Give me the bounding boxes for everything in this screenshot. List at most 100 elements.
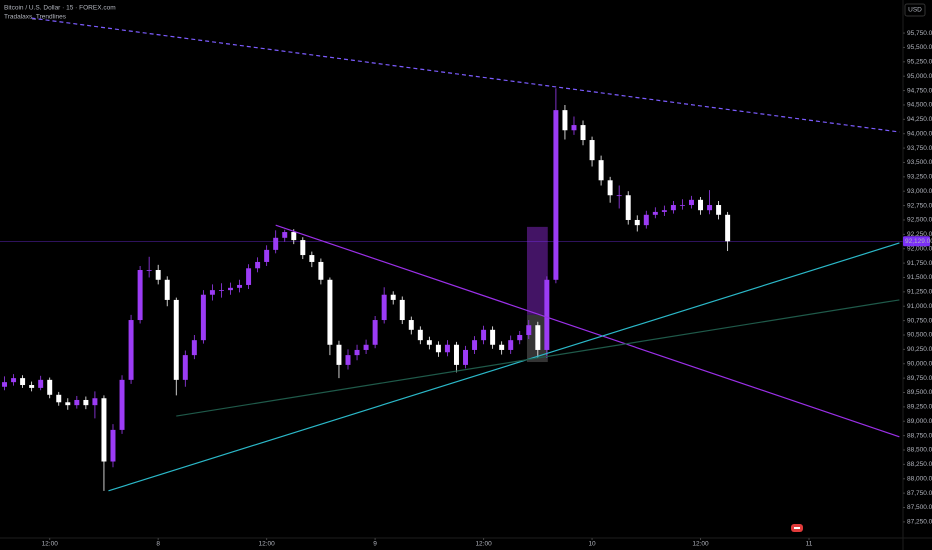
candle-body	[562, 110, 568, 131]
candle-body	[29, 385, 35, 388]
candle-body	[191, 340, 197, 356]
candle-body	[38, 379, 44, 388]
candle-body	[453, 344, 459, 365]
candle-body	[119, 379, 125, 430]
y-tick-label: 94,000.00	[907, 130, 932, 137]
candle-body	[725, 214, 731, 242]
y-tick-label: 91,250.00	[907, 289, 932, 296]
bottom-icon	[791, 524, 803, 532]
candle-body	[318, 261, 324, 280]
y-tick-label: 95,250.00	[907, 59, 932, 66]
candle-body	[472, 340, 478, 350]
candle-body	[643, 214, 649, 226]
candle-body	[363, 344, 369, 350]
y-tick-label: 88,250.00	[907, 461, 932, 468]
y-tick-label: 95,750.00	[907, 30, 932, 37]
candle-body	[164, 279, 170, 300]
candle-body	[553, 110, 559, 280]
trendline	[31, 17, 900, 133]
candle-body	[101, 398, 107, 462]
candle-body	[463, 349, 468, 365]
y-tick-label: 92,750.00	[907, 202, 932, 209]
y-tick-label: 87,250.00	[907, 519, 932, 526]
candle-body	[327, 279, 333, 345]
candle-body	[336, 344, 342, 365]
candle-body	[634, 219, 640, 226]
candle-body	[435, 344, 441, 353]
candle-body	[255, 261, 261, 269]
x-tick-label: 12:00	[42, 541, 59, 548]
candle-body	[264, 249, 270, 262]
x-tick-label: 12:00	[259, 541, 276, 548]
candle-body	[209, 290, 215, 295]
candle-body	[517, 334, 523, 341]
candle-body	[47, 379, 53, 395]
y-tick-label: 92,000.00	[907, 245, 932, 252]
y-tick-label: 89,750.00	[907, 375, 932, 382]
candle-body	[499, 344, 505, 350]
y-tick-label: 94,250.00	[907, 116, 932, 123]
y-tick-label: 91,500.00	[907, 274, 932, 281]
candle-body	[173, 299, 179, 380]
candle-body	[2, 382, 8, 387]
candle-body	[390, 294, 396, 300]
y-tick-label: 90,500.00	[907, 332, 932, 339]
y-tick-label: 90,750.00	[907, 317, 932, 324]
y-tick-label: 94,500.00	[907, 102, 932, 109]
candle-body	[74, 399, 80, 406]
candle-body	[309, 255, 315, 262]
candle-body	[679, 205, 685, 206]
y-tick-label: 89,000.00	[907, 418, 932, 425]
candle-body	[716, 205, 722, 215]
indicator-label: Tradalaxs_Trendlines	[4, 14, 67, 21]
trendline	[275, 224, 900, 438]
candle-body	[598, 160, 604, 181]
y-tick-label: 87,500.00	[907, 504, 932, 511]
candle-body	[300, 240, 306, 256]
candle-body	[137, 270, 143, 321]
candle-body	[571, 125, 577, 131]
candle-body	[182, 355, 188, 380]
trendline	[176, 299, 900, 417]
candle-body	[282, 232, 288, 238]
candle-body	[544, 279, 550, 350]
candle-body	[246, 268, 252, 285]
candle-body	[20, 378, 26, 386]
chart-title: Bitcoin / U.S. Dollar · 15 · FOREX.com	[4, 5, 116, 12]
candle-body	[535, 325, 541, 350]
candle-body	[707, 205, 713, 211]
candle-body	[146, 270, 152, 271]
y-tick-label: 90,250.00	[907, 346, 932, 353]
last-price-tag	[903, 236, 930, 247]
y-tick-label: 87,750.00	[907, 490, 932, 497]
candle-body	[689, 199, 694, 206]
candle-body	[155, 270, 161, 280]
candle-body	[426, 340, 432, 345]
candle-body	[399, 299, 405, 321]
y-tick-label: 95,500.00	[907, 44, 932, 51]
candle-body	[273, 237, 279, 250]
candle-body	[481, 329, 487, 341]
candle-body	[417, 329, 423, 341]
candle-body	[589, 140, 595, 161]
candle-body	[408, 320, 414, 330]
currency-button[interactable]	[904, 3, 926, 17]
y-tick-label: 93,250.00	[907, 174, 932, 181]
candle-body	[218, 290, 224, 291]
currency-label[interactable]: USD	[908, 7, 922, 14]
candle-body	[128, 320, 134, 380]
y-tick-label: 92,250.00	[907, 231, 932, 238]
x-tick-label: 11	[806, 541, 813, 548]
candle-body	[237, 284, 243, 288]
candle-body	[616, 195, 622, 197]
candle-body	[381, 294, 387, 321]
candle-body	[56, 394, 62, 403]
candle-body	[652, 211, 658, 215]
price-axis-bg	[903, 0, 932, 550]
y-tick-label: 88,750.00	[907, 432, 932, 439]
y-tick-label: 93,000.00	[907, 188, 932, 195]
y-tick-label: 95,000.00	[907, 73, 932, 80]
candle-body	[526, 325, 532, 335]
candle-body	[670, 205, 676, 211]
